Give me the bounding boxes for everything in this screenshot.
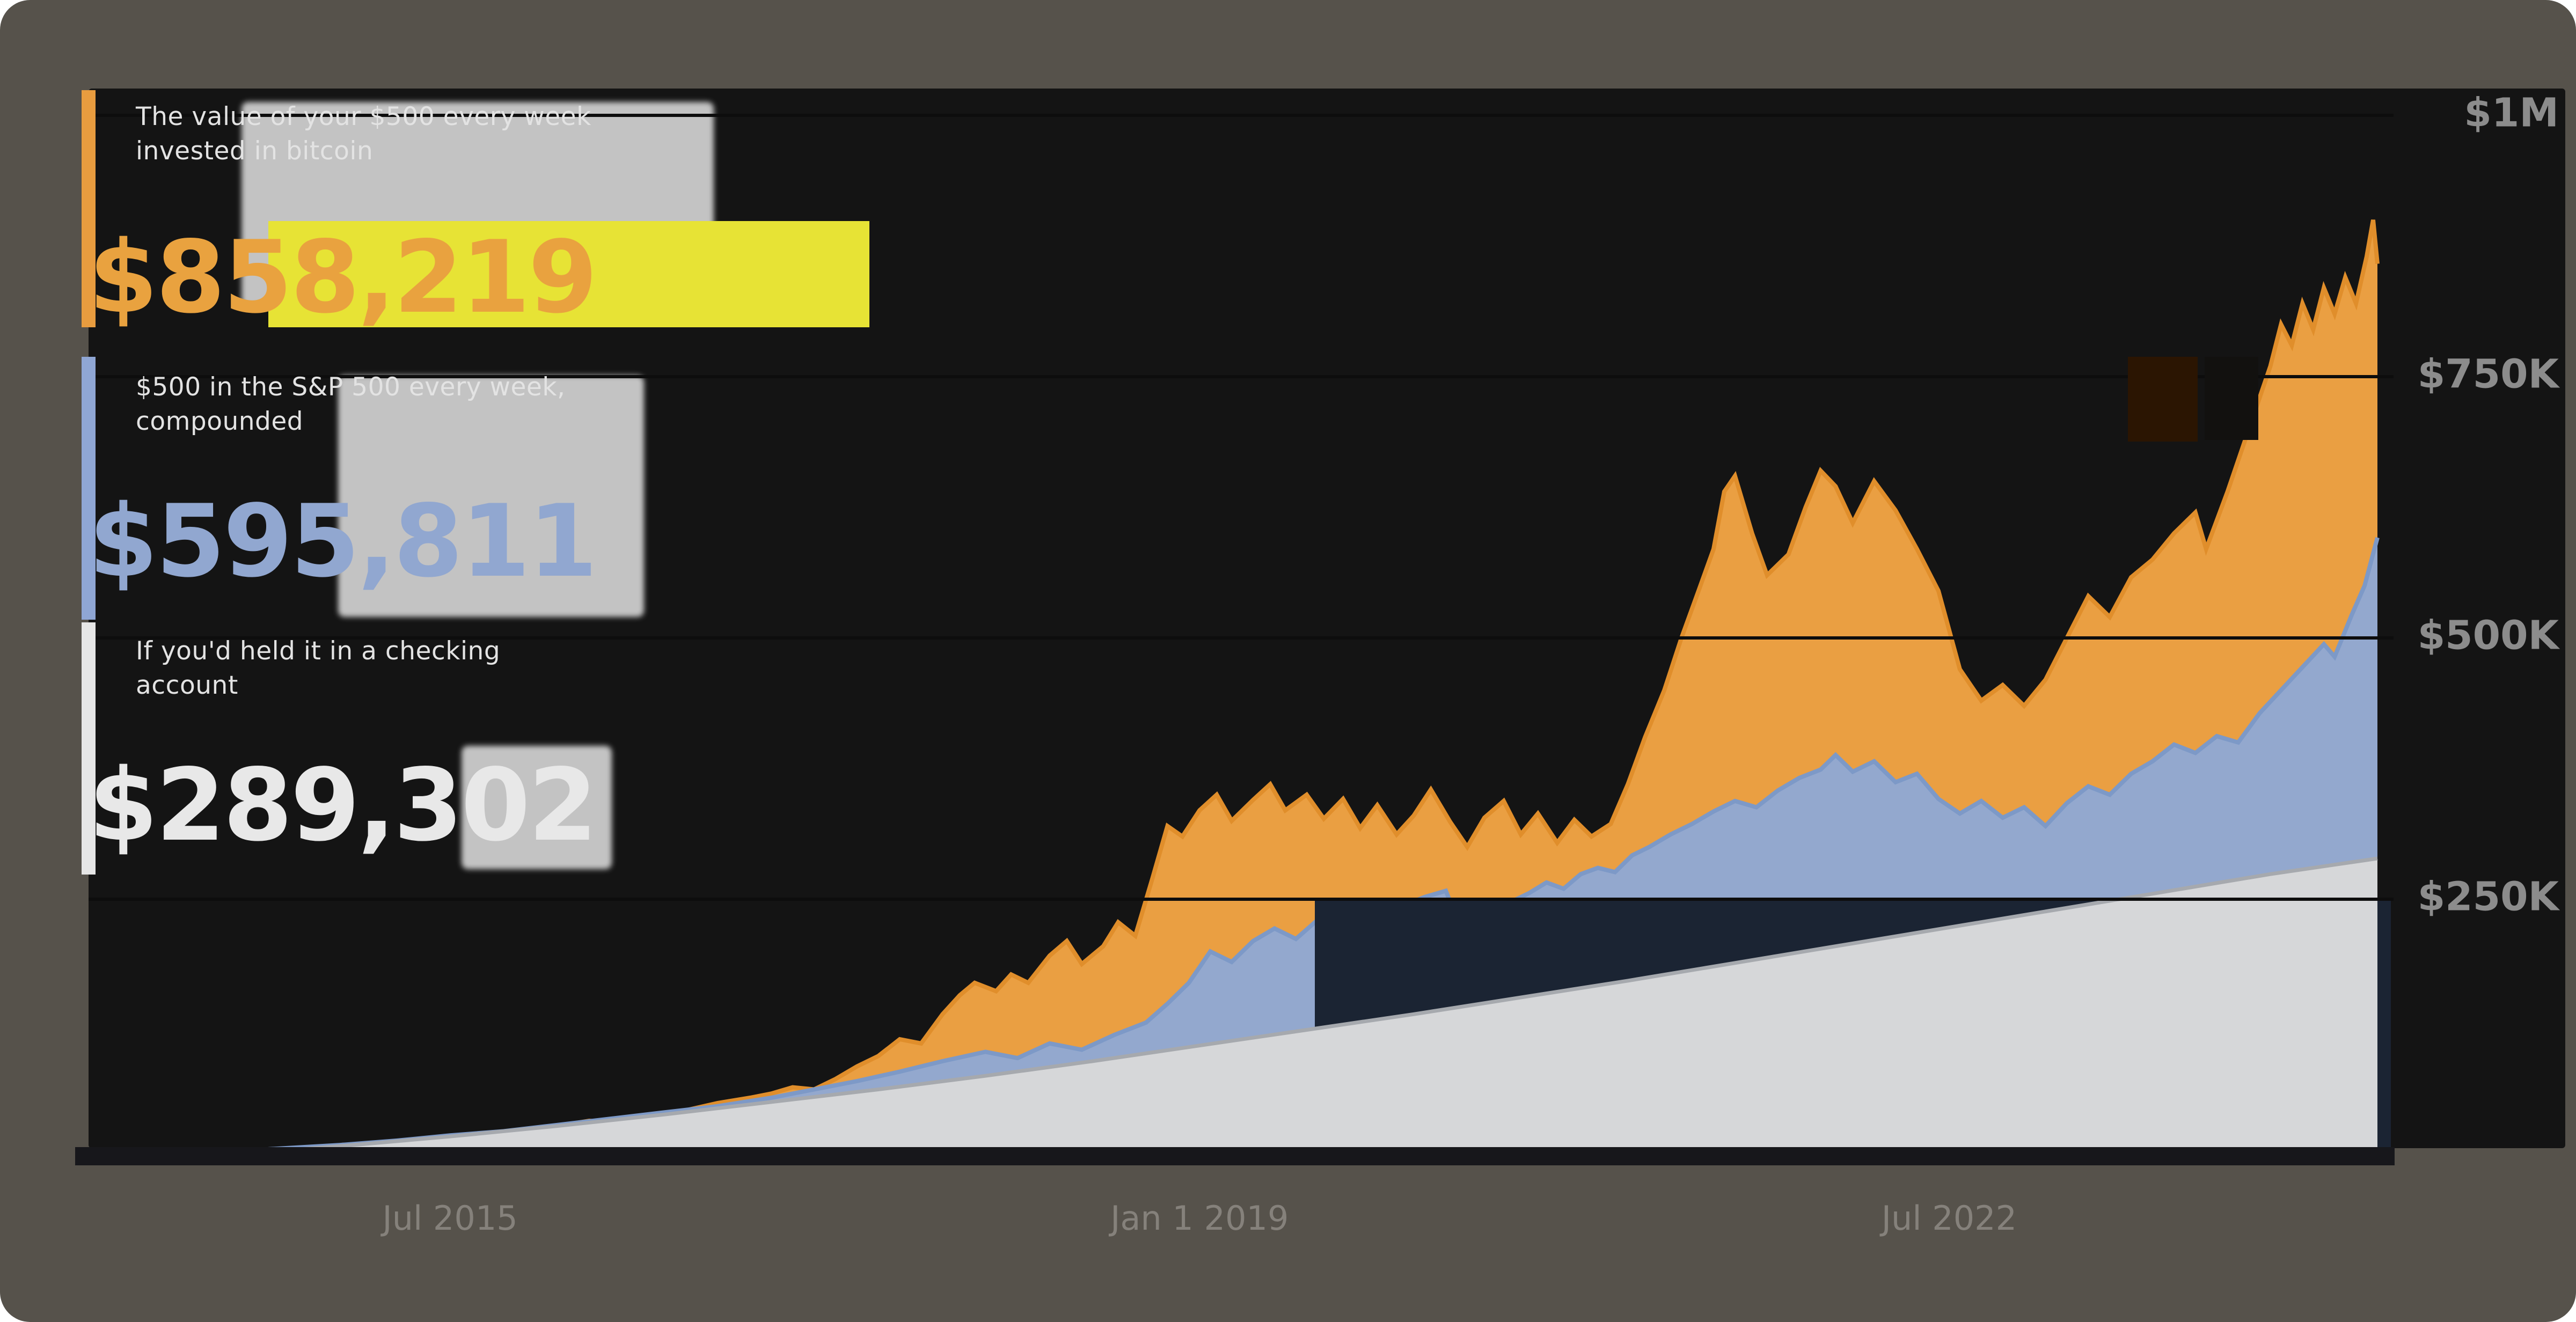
invested-value-text: $289,302 [89,747,598,863]
invested-legend-label: If you'd held it in a checking account [136,634,500,703]
bitcoin-swatch [82,90,96,327]
yellow-highlight-artifact [268,221,869,327]
maroon-artifact [2128,357,2198,442]
y-axis-label-$1M: $1M [2464,90,2559,136]
y-axis-label-$500K: $500K [2418,613,2560,659]
invested-legend-line1: If you'd held it in a checking [136,636,501,666]
ghost-artifact-3 [462,746,612,869]
x-axis-label-Jul 2022: Jul 2022 [1879,1199,2017,1238]
invested-legend-line2: account [136,671,238,700]
x-axis-label-Jul 2015: Jul 2015 [380,1199,517,1238]
amount-invested-area [313,858,2377,1148]
bitcoin-value-text: $858,219 [89,219,598,335]
y-axis-label-$750K: $750K [2418,351,2560,398]
ghost-artifact-2 [338,376,644,617]
sp500-swatch [82,357,96,620]
bitcoin-legend-line2: invested in bitcoin [136,136,374,166]
sp500-legend-label: $500 in the S&P 500 every week, compound… [136,370,565,439]
y-axis-label-$250K: $250K [2418,874,2560,920]
amount-invested-line [289,856,2378,1148]
bitcoin-legend-label: The value of your $500 every week invest… [136,100,591,168]
sp500-value-line [249,537,2380,1148]
dark-artifact [2205,357,2258,440]
x-axis-label-Jan 1 2019: Jan 1 2019 [1108,1199,1289,1238]
x-axis-line [75,1147,2395,1165]
bitcoin-legend-line1: The value of your $500 every week [136,102,591,131]
sp500-legend-line2: compounded [136,407,304,436]
sp500-legend-line1: $500 in the S&P 500 every week, [136,372,566,402]
invested-swatch [82,622,96,875]
bitcoin-value-line [275,219,2380,1148]
sp500-value-text: $595,811 [89,483,598,599]
